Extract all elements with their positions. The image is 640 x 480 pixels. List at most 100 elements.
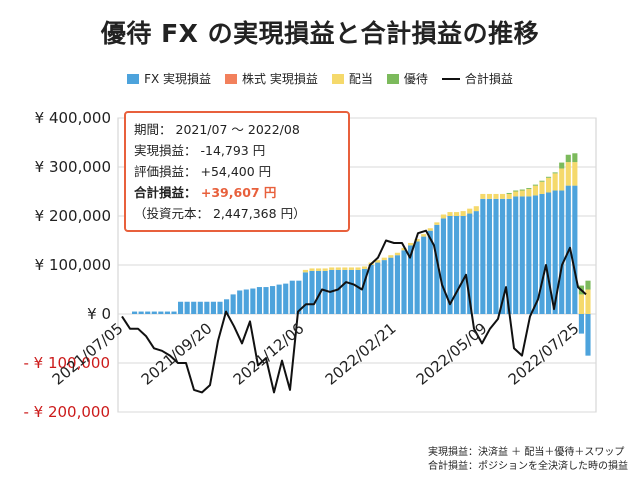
bar-segment	[473, 206, 479, 212]
footnote-realized: 実現損益：決済益 ＋ 配当＋優待＋スワップ	[428, 447, 625, 458]
total-label: 合計損益：	[134, 185, 197, 200]
bar-segment	[296, 280, 302, 314]
bar-segment	[151, 311, 157, 314]
legend-label-total: 合計損益	[464, 72, 513, 86]
bar-segment	[224, 299, 230, 314]
bar-segment	[578, 314, 584, 334]
realized-row: 実現損益： -14,793 円	[134, 140, 340, 161]
bar-segment	[322, 270, 328, 314]
bar-segment	[132, 311, 138, 314]
bar-segment	[493, 198, 499, 314]
bar-segment	[460, 211, 466, 216]
chart-title: 優待 FX の実現損益と合計損益の推移	[100, 19, 540, 48]
bar-segment	[256, 287, 262, 314]
bar-segment	[526, 189, 532, 197]
bar-segment	[355, 267, 361, 270]
bar-segment	[500, 198, 506, 314]
bar-segment	[539, 181, 545, 194]
bar-segment	[506, 198, 512, 314]
x-tick-label: 2022/02/21	[322, 319, 400, 388]
bar-segment	[526, 188, 532, 190]
legend-label-benefit: 優待	[403, 72, 428, 86]
bar-segment	[460, 216, 466, 314]
bar-segment	[263, 287, 269, 314]
bar-segment	[342, 269, 348, 314]
bar-segment	[513, 190, 519, 192]
y-tick-label: ¥ 400,000	[35, 109, 111, 127]
bar-segment	[454, 212, 460, 216]
legend-swatch-stock	[225, 73, 238, 84]
legend-swatch-total	[441, 77, 460, 80]
bar-segment	[513, 191, 519, 197]
legend-item-total: 合計損益	[441, 70, 513, 87]
bar-segment	[539, 193, 545, 314]
bar-segment	[270, 286, 276, 314]
bar-segment	[243, 289, 249, 314]
bar-segment	[204, 301, 210, 314]
legend-swatch-fx	[127, 73, 140, 84]
legend-label-stock: 株式 実現損益	[242, 72, 318, 86]
footnotes: 実現損益：決済益 ＋ 配当＋優待＋スワップ 合計損益：ポジションを全決済した時の…	[428, 446, 628, 474]
bar-segment	[348, 267, 354, 270]
bar-segment	[178, 301, 184, 314]
bar-segment	[210, 301, 216, 314]
realized-value: -14,793 円	[200, 143, 266, 158]
bar-segment	[289, 280, 295, 314]
bar-segment	[559, 162, 565, 169]
y-tick-label: ¥ 300,000	[35, 158, 111, 176]
bar-segment	[375, 260, 381, 263]
bar-segment	[414, 241, 420, 314]
bar-segment	[467, 208, 473, 214]
bar-segment	[546, 192, 552, 314]
bar-segment	[145, 311, 151, 314]
bar-segment	[532, 185, 538, 196]
bar-segment	[171, 311, 177, 314]
bar-segment	[513, 196, 519, 314]
x-tick-label: 2022/05/09	[413, 319, 491, 388]
bar-segment	[532, 184, 538, 186]
bar-segment	[316, 270, 322, 314]
bar-segment	[473, 211, 479, 314]
legend-item-dividend: 配当	[331, 70, 373, 87]
legend-item-stock: 株式 実現損益	[225, 70, 318, 87]
bar-segment	[519, 196, 525, 314]
bar-segment	[381, 257, 387, 261]
bar-segment	[191, 301, 197, 314]
bar-segment	[480, 193, 486, 199]
bar-segment	[329, 267, 335, 270]
bar-segment	[440, 218, 446, 314]
bar-segment	[500, 193, 506, 199]
bar-segment	[421, 236, 427, 314]
bar-segment	[158, 311, 164, 314]
legend-item-benefit: 優待	[386, 70, 428, 87]
y-tick-label: ¥ 100,000	[35, 256, 111, 274]
bar-segment	[467, 213, 473, 314]
bar-segment	[447, 212, 453, 216]
bar-segment	[408, 242, 414, 246]
bar-segment	[506, 192, 512, 194]
bar-segment	[532, 195, 538, 314]
bar-segment	[414, 239, 420, 242]
bar-segment	[493, 193, 499, 199]
bar-segment	[217, 301, 223, 314]
period-value: 2021/07 〜 2022/08	[175, 122, 300, 137]
bar-segment	[368, 265, 374, 314]
legend: FX 実現損益 株式 実現損益 配当 優待 合計損益	[0, 70, 640, 87]
bar-segment	[559, 168, 565, 191]
bar-segment	[394, 252, 400, 256]
x-tick-label: 2021/09/20	[138, 319, 216, 388]
legend-item-fx: FX 実現損益	[127, 70, 211, 87]
bar-segment	[164, 311, 170, 314]
bar-segment	[237, 290, 243, 314]
bar-segment	[184, 301, 190, 314]
bar-segment	[447, 216, 453, 314]
y-tick-label: ¥ 0	[87, 305, 111, 323]
bar-segment	[302, 272, 308, 314]
bar-segment	[302, 269, 308, 273]
principal-row: （投資元本： 2,447,368 円）	[134, 206, 306, 221]
bar-segment	[401, 250, 407, 314]
bar-segment	[519, 189, 525, 191]
bar-segment	[362, 266, 368, 269]
bar-segment	[316, 268, 322, 271]
